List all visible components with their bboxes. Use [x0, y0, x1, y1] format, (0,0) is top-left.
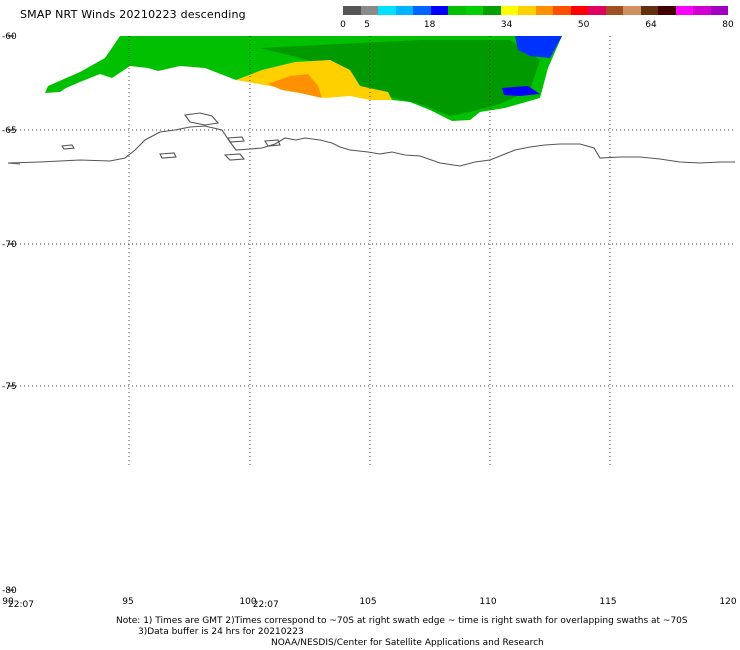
colorbar-segment: [518, 6, 536, 15]
longitude-label: 110: [479, 597, 496, 607]
latitude-label: -75: [2, 382, 17, 392]
time-label-2: 22:07: [252, 600, 279, 610]
colorbar-segment: [693, 6, 711, 15]
colorbar-segment: [448, 6, 466, 15]
colorbar-label: 18: [423, 20, 436, 30]
colorbar-segment: [413, 6, 431, 15]
latitude-label: -60: [2, 32, 17, 42]
antarctic-coastline: [7, 112, 735, 167]
colorbar-segment: [500, 6, 518, 15]
colorbar-segment: [535, 6, 553, 15]
longitude-label: 115: [599, 597, 616, 607]
colorbar-labels: 0 5 18 34 50 64 80: [0, 20, 740, 32]
colorbar-label: 34: [500, 20, 513, 30]
colorbar-label: 5: [364, 20, 370, 30]
colorbar-segment: [430, 6, 448, 15]
colorbar-label: 50: [577, 20, 590, 30]
colorbar-segment: [640, 6, 658, 15]
wind-swath-dark-green: [260, 40, 540, 116]
colorbar-segment: [378, 6, 396, 15]
note-line-2: 3)Data buffer is 24 hrs for 20210223: [138, 627, 304, 637]
latitude-label: -70: [2, 240, 17, 250]
colorbar-segment: [483, 6, 501, 15]
wind-swath-orange: [268, 74, 322, 98]
colorbar-segment: [658, 6, 676, 15]
longitude-label: 120: [719, 597, 736, 607]
longitude-label: 100: [239, 597, 256, 607]
colorbar-segment: [360, 6, 378, 15]
colorbar-segment: [675, 6, 693, 15]
note-line-3: NOAA/NESDIS/Center for Satellite Applica…: [271, 638, 544, 648]
colorbar-segment: [570, 6, 588, 15]
latitude-label: -80: [2, 586, 17, 596]
axis-ticks: [8, 35, 14, 591]
longitude-label: 95: [122, 597, 133, 607]
colorbar-label: 0: [340, 20, 346, 30]
colorbar-segment: [623, 6, 641, 15]
latitude-label: -65: [2, 126, 17, 136]
colorbar-segment: [343, 6, 361, 15]
time-label-1: 22:07: [8, 600, 34, 610]
longitude-label: 90: [2, 597, 14, 607]
colorbar-segment: [465, 6, 483, 15]
wind-swath-blue-top: [515, 36, 562, 58]
longitude-labels: 90 95 100 105 110 115 120: [2, 597, 737, 607]
wind-swath-blue-bottom: [502, 86, 540, 96]
wind-swath-yellow: [236, 60, 392, 100]
graticule: [8, 36, 735, 465]
colorbar-segment: [553, 6, 571, 15]
note-line-1: Note: 1) Times are GMT 2)Times correspon…: [116, 616, 688, 626]
colorbar-segment: [395, 6, 413, 15]
colorbar-segment: [710, 6, 728, 15]
wind-speed-colorbar: [343, 6, 728, 15]
latitude-labels: -60 -65 -70 -75 -80: [2, 32, 17, 596]
map-title: SMAP NRT Winds 20210223 descending: [20, 8, 246, 21]
colorbar-segment: [588, 6, 606, 15]
colorbar-segment: [605, 6, 623, 15]
colorbar-label: 80: [722, 20, 734, 30]
colorbar-label: 64: [645, 20, 657, 30]
longitude-label: 105: [359, 597, 376, 607]
